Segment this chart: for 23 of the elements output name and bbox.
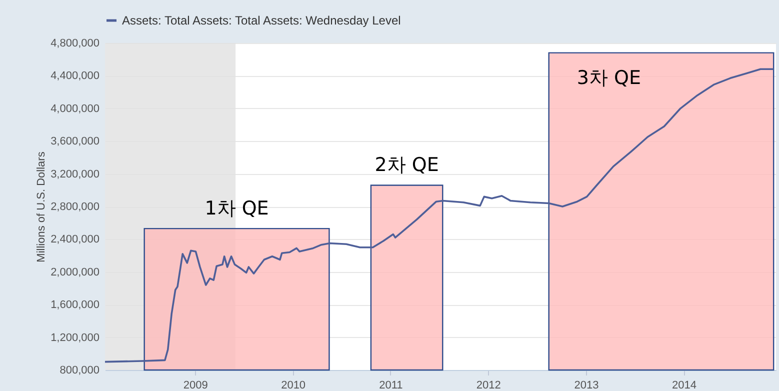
y-tick-label: 3,600,000	[50, 136, 100, 148]
y-tick-label: 1,200,000	[50, 332, 100, 344]
x-tick-label: 2010	[281, 380, 306, 391]
y-tick-label: 1,600,000	[50, 299, 100, 312]
band-label: 2차 QE	[374, 154, 439, 176]
y-tick-label: 4,800,000	[50, 38, 100, 50]
y-tick-label: 2,000,000	[50, 266, 100, 278]
y-axis-title: Millions of U.S. Dollars	[36, 151, 48, 262]
y-tick-label: 3,200,000	[50, 168, 100, 180]
x-tick-label: 2012	[476, 380, 501, 391]
line-series	[104, 68, 774, 363]
y-tick-label: 2,400,000	[50, 234, 100, 246]
x-tick-label: 2009	[183, 380, 208, 391]
y-tick-label: 4,000,000	[50, 102, 100, 115]
y-tick-label: 800,000	[60, 364, 100, 376]
y-tick-label: 4,400,000	[50, 70, 100, 82]
band-label: 1차 QE	[204, 198, 269, 220]
y-tick-label: 2,800,000	[50, 201, 100, 213]
x-tick-label: 2013	[574, 380, 599, 391]
band-label: 3차 QE	[576, 66, 641, 89]
x-tick-label: 2011	[379, 380, 403, 391]
x-tick-label: 2014	[672, 380, 696, 391]
legend-label: Assets: Total Assets: Total Assets: Wednesday Level	[122, 14, 401, 28]
